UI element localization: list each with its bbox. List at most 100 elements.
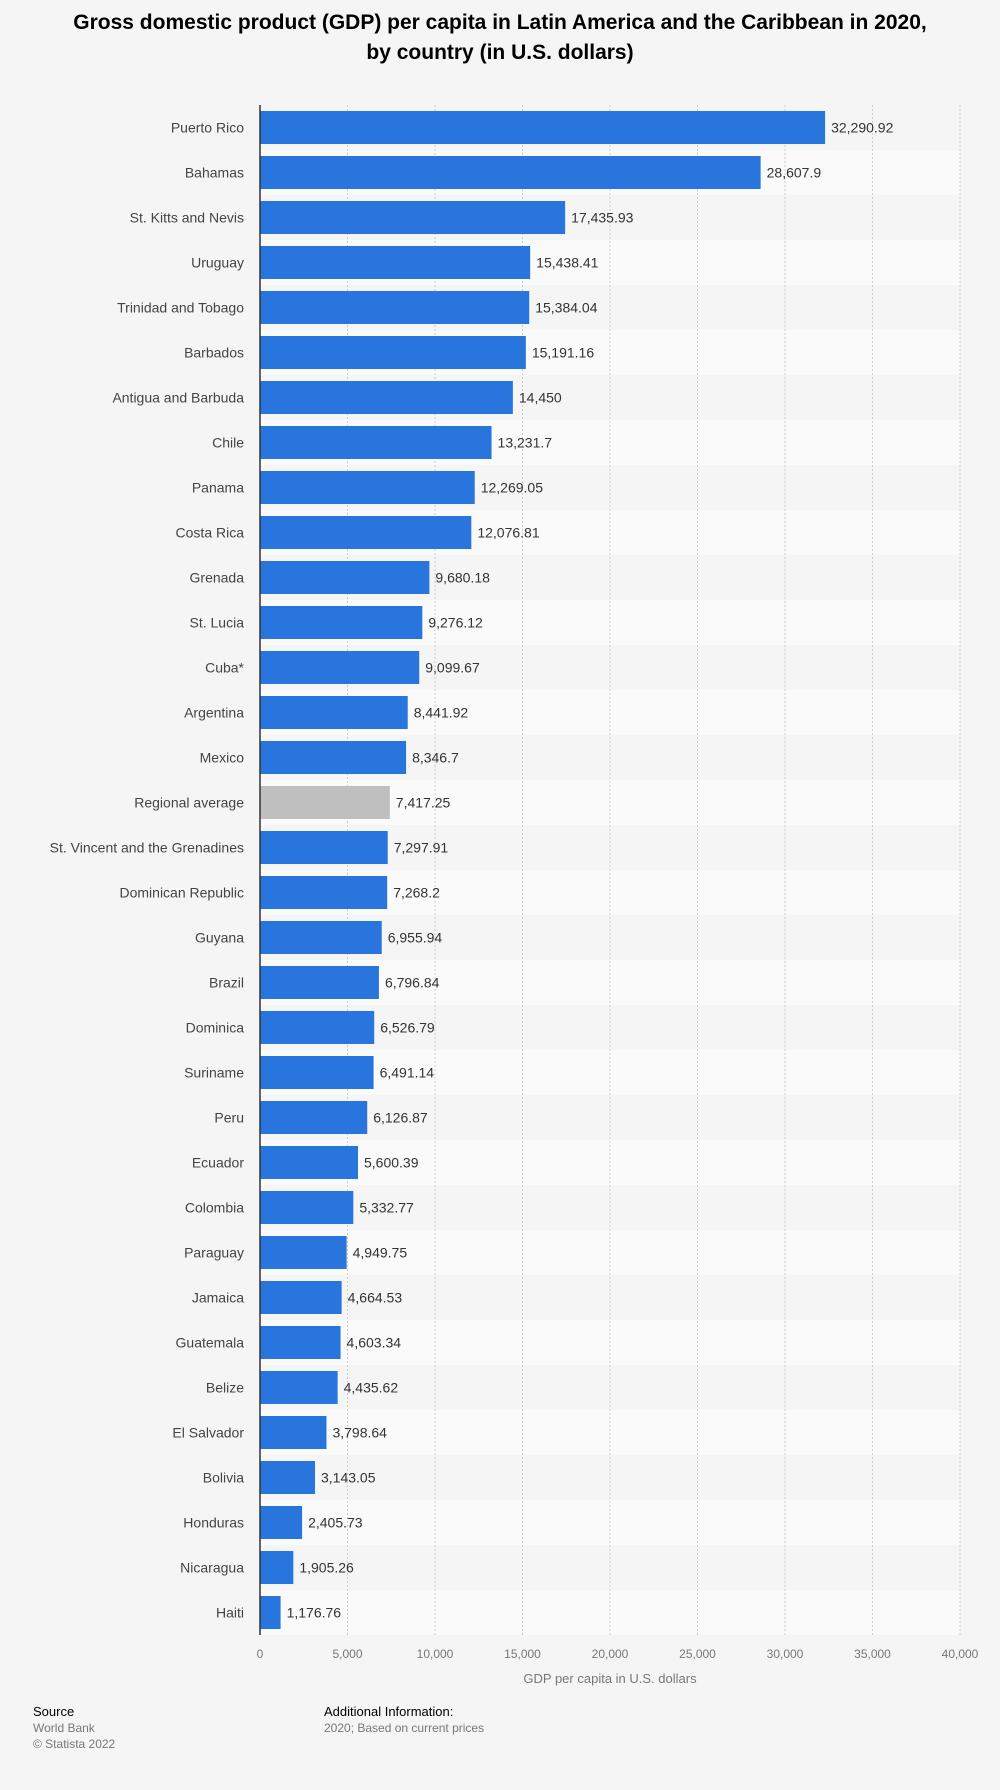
value-label: 14,450 xyxy=(519,390,562,406)
row-band xyxy=(260,1545,960,1590)
category-label: Paraguay xyxy=(184,1245,244,1261)
bar xyxy=(260,1416,327,1449)
value-label: 5,332.77 xyxy=(359,1200,414,1216)
category-label: Peru xyxy=(214,1110,244,1126)
bar xyxy=(260,921,382,954)
category-label: Haiti xyxy=(216,1605,244,1621)
category-label: Brazil xyxy=(209,975,244,991)
bar xyxy=(260,1146,359,1179)
category-label: Honduras xyxy=(183,1515,244,1531)
category-label: Belize xyxy=(206,1380,244,1396)
additional-info-heading: Additional Information: xyxy=(324,1704,454,1719)
value-label: 12,269.05 xyxy=(481,480,543,496)
value-label: 28,607.9 xyxy=(767,165,822,181)
source-block: Source World Bank © Statista 2022 xyxy=(33,1704,115,1752)
bar xyxy=(260,1101,368,1134)
bar xyxy=(260,246,531,279)
x-tick-label: 5,000 xyxy=(332,1647,362,1661)
value-label: 7,417.25 xyxy=(396,795,451,811)
value-label: 7,297.91 xyxy=(394,840,449,856)
category-label: Argentina xyxy=(184,705,244,721)
value-label: 1,176.76 xyxy=(287,1605,342,1621)
category-label: Dominica xyxy=(186,1020,245,1036)
category-label: Barbados xyxy=(184,345,244,361)
value-label: 4,603.34 xyxy=(347,1335,402,1351)
value-label: 15,191.16 xyxy=(532,345,594,361)
bar xyxy=(260,201,566,234)
x-tick-label: 30,000 xyxy=(767,1647,804,1661)
value-label: 32,290.92 xyxy=(831,120,893,136)
bar xyxy=(260,1191,354,1224)
value-label: 1,905.26 xyxy=(299,1560,354,1576)
category-label: St. Lucia xyxy=(190,615,245,631)
category-label: Uruguay xyxy=(191,255,244,271)
bar xyxy=(260,1011,375,1044)
bar xyxy=(260,426,492,459)
category-label: El Salvador xyxy=(172,1425,244,1441)
category-label: Antigua and Barbuda xyxy=(112,390,244,406)
value-label: 4,664.53 xyxy=(348,1290,403,1306)
x-tick-label: 0 xyxy=(257,1647,264,1661)
bar xyxy=(260,606,423,639)
category-label: Colombia xyxy=(185,1200,244,1216)
bar xyxy=(260,1236,347,1269)
value-label: 8,441.92 xyxy=(414,705,469,721)
value-label: 6,955.94 xyxy=(388,930,443,946)
value-label: 5,600.39 xyxy=(364,1155,419,1171)
category-label: Bolivia xyxy=(203,1470,244,1486)
bar xyxy=(260,651,420,684)
value-label: 7,268.2 xyxy=(393,885,440,901)
value-label: 13,231.7 xyxy=(498,435,553,451)
value-label: 6,126.87 xyxy=(373,1110,428,1126)
bar xyxy=(260,876,388,909)
source-heading: Source xyxy=(33,1704,75,1719)
bar xyxy=(260,1596,281,1629)
category-label: Suriname xyxy=(184,1065,244,1081)
bar xyxy=(260,516,472,549)
bar xyxy=(260,1551,294,1584)
category-label: Dominican Republic xyxy=(119,885,244,901)
category-label: Costa Rica xyxy=(176,525,245,541)
bar xyxy=(260,156,761,189)
value-label: 17,435.93 xyxy=(571,210,633,226)
additional-info-text: 2020; Based on current prices xyxy=(324,1721,485,1735)
category-label: Trinidad and Tobago xyxy=(117,300,244,316)
chart-title-line-1: Gross domestic product (GDP) per capita … xyxy=(73,11,927,34)
row-band xyxy=(260,1590,960,1635)
x-tick-label: 40,000 xyxy=(942,1647,979,1661)
category-label: St. Vincent and the Grenadines xyxy=(50,840,244,856)
value-label: 6,796.84 xyxy=(385,975,440,991)
source-name: World Bank xyxy=(33,1721,95,1735)
value-label: 15,384.04 xyxy=(535,300,597,316)
bar xyxy=(260,381,513,414)
bar xyxy=(260,1461,316,1494)
value-label: 9,099.67 xyxy=(425,660,480,676)
value-label: 9,276.12 xyxy=(428,615,483,631)
x-tick-label: 35,000 xyxy=(854,1647,891,1661)
category-label: Puerto Rico xyxy=(171,120,244,136)
bar xyxy=(260,1506,303,1539)
value-label: 3,798.64 xyxy=(332,1425,387,1441)
x-tick-label: 10,000 xyxy=(417,1647,454,1661)
value-label: 2,405.73 xyxy=(308,1515,363,1531)
category-label: Guatemala xyxy=(176,1335,245,1351)
category-label: Mexico xyxy=(200,750,245,766)
category-label: Guyana xyxy=(195,930,244,946)
value-label: 6,526.79 xyxy=(380,1020,435,1036)
category-label: Bahamas xyxy=(185,165,244,181)
bar xyxy=(260,1371,338,1404)
x-tick-label: 25,000 xyxy=(679,1647,716,1661)
bar xyxy=(260,1326,341,1359)
category-label: Grenada xyxy=(190,570,245,586)
category-label: Panama xyxy=(192,480,244,496)
bar xyxy=(260,786,390,819)
bar xyxy=(260,696,408,729)
copyright: © Statista 2022 xyxy=(33,1737,116,1751)
category-label: Cuba* xyxy=(205,660,244,676)
x-axis-title: GDP per capita in U.S. dollars xyxy=(523,1671,697,1686)
bar xyxy=(260,111,826,144)
bar xyxy=(260,966,379,999)
bar xyxy=(260,741,407,774)
value-label: 9,680.18 xyxy=(435,570,490,586)
category-label: St. Kitts and Nevis xyxy=(130,210,244,226)
